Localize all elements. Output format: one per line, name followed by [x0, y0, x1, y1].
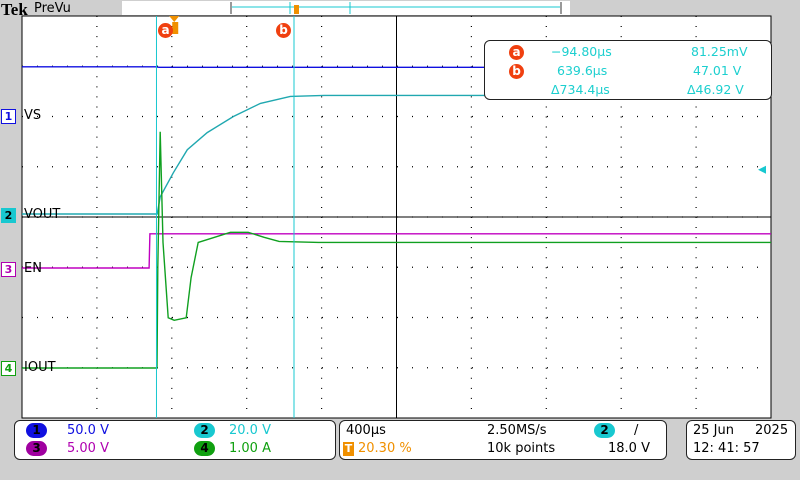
cursor-b-marker[interactable]: b	[276, 23, 291, 38]
record-preview-bar[interactable]	[122, 1, 570, 15]
ch2-scale: 20.0 V	[229, 423, 271, 438]
cursor-delta-time: Δ734.4µs	[551, 82, 610, 97]
ch3-label: EN	[24, 261, 42, 276]
cursor-a-value: 81.25mV	[691, 44, 748, 59]
date-day: 25 Jun	[693, 423, 734, 438]
timebase-scale: 400µs	[346, 423, 386, 438]
mode-label: PreVu	[34, 1, 71, 16]
time: 12: 41: 57	[693, 441, 760, 456]
ch4-badge[interactable]: 4	[194, 441, 215, 456]
ch1-scale: 50.0 V	[67, 423, 109, 438]
trigger-position-marker	[169, 16, 180, 22]
ch3-badge[interactable]: 3	[26, 441, 47, 456]
trace-vs	[22, 66, 771, 68]
preview-bracket-right	[560, 2, 562, 14]
preview-trigger-icon	[294, 5, 299, 14]
cursor-b-time: 639.6µs	[557, 63, 608, 78]
trigger-level: 18.0 V	[608, 441, 650, 456]
record-length: 10k points	[487, 441, 556, 456]
cursor-b-icon: b	[509, 64, 524, 79]
ch4-label: IOUT	[24, 360, 56, 375]
channel-scale-panel[interactable]: 1 50.0 V 2 20.0 V 3 5.00 V 4 1.00 A	[14, 420, 336, 460]
cursor-a-time: −94.80µs	[551, 44, 612, 59]
ch3-scale: 5.00 V	[67, 441, 109, 456]
trigger-level-marker	[758, 165, 766, 174]
cursor-a-marker[interactable]: a	[158, 23, 173, 38]
cursor-readout: a b −94.80µs 81.25mV 639.6µs 47.01 V Δ73…	[484, 40, 772, 100]
cursor-delta-value: Δ46.92 V	[687, 82, 744, 97]
date-year: 2025	[755, 423, 789, 438]
datetime-panel: 25 Jun 2025 12: 41: 57	[686, 420, 796, 460]
ch2-badge[interactable]: 2	[194, 423, 215, 438]
trace-iout	[22, 131, 771, 369]
trigger-slope-icon: /	[634, 423, 639, 438]
ch2-label: VOUT	[24, 207, 61, 222]
ch4-marker[interactable]: 4	[1, 361, 16, 376]
brand-logo: Tek	[1, 0, 28, 19]
preview-bracket-left	[230, 2, 232, 14]
trace-en	[22, 233, 771, 269]
ch3-marker[interactable]: 3	[1, 262, 16, 277]
ch2-marker[interactable]: 2	[1, 208, 16, 223]
trigger-position-icon	[172, 22, 179, 34]
waveform-display	[21, 2, 772, 419]
trigger-position: 20.30 %	[358, 441, 412, 456]
sample-rate: 2.50MS/s	[487, 423, 547, 438]
trigger-source-badge[interactable]: 2	[594, 423, 615, 438]
ch1-badge[interactable]: 1	[26, 423, 47, 438]
trigger-position-icon: T	[343, 442, 354, 456]
ch1-label: VS	[24, 108, 42, 123]
cursor-b-value: 47.01 V	[693, 63, 742, 78]
cursor-a-icon: a	[509, 45, 524, 60]
ch1-marker[interactable]: 1	[1, 109, 16, 124]
timebase-trigger-panel[interactable]: 400µs 2.50MS/s 2 / T 20.30 % 10k points …	[339, 420, 667, 460]
ch4-scale: 1.00 A	[229, 441, 271, 456]
